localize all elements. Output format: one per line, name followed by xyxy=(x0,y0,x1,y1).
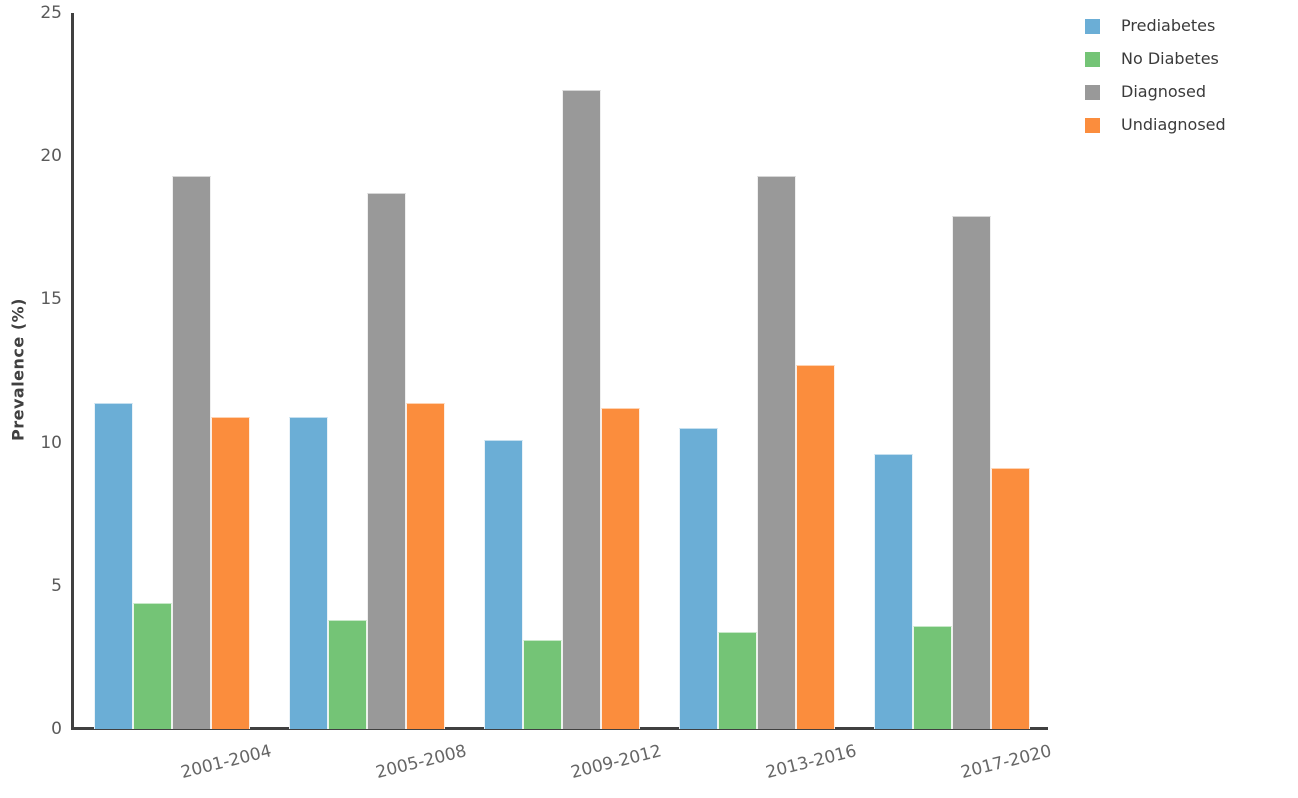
bar-prediabetes-2001-2004 xyxy=(94,402,133,729)
x-tick-label-2009-2012: 2009-2012 xyxy=(568,741,664,784)
bar-no-diabetes-2001-2004 xyxy=(133,602,172,729)
y-tick-label-15: 15 xyxy=(40,289,62,310)
plot-area xyxy=(73,13,1048,729)
bar-diagnosed-2013-2016 xyxy=(757,176,796,729)
legend-label: Undiagnosed xyxy=(1121,115,1226,134)
y-axis-line xyxy=(71,13,74,730)
bar-undiagnosed-2013-2016 xyxy=(796,365,835,729)
legend-swatch-icon xyxy=(1085,117,1100,133)
bar-diagnosed-2005-2008 xyxy=(367,193,406,729)
legend-swatch-icon xyxy=(1085,51,1100,67)
bar-prediabetes-2013-2016 xyxy=(679,428,718,729)
x-tick-label-2005-2008: 2005-2008 xyxy=(373,741,469,784)
y-tick-label-5: 5 xyxy=(51,575,62,596)
bar-undiagnosed-2001-2004 xyxy=(211,416,250,729)
bar-prediabetes-2017-2020 xyxy=(874,454,913,729)
legend-item-undiagnosed[interactable]: Undiagnosed xyxy=(1085,117,1226,133)
y-tick-label-0: 0 xyxy=(51,719,62,739)
y-tick-label-25: 25 xyxy=(40,3,62,23)
bar-prediabetes-2009-2012 xyxy=(484,439,523,729)
legend: Prediabetes No Diabetes Diagnosed Undiagnos… xyxy=(1085,18,1226,150)
bar-diagnosed-2017-2020 xyxy=(952,216,991,729)
x-tick-label-2001-2004: 2001-2004 xyxy=(178,741,274,784)
x-tick-label-2017-2020: 2017-2020 xyxy=(958,741,1054,784)
legend-label: Prediabetes xyxy=(1121,16,1216,35)
y-tick-label-20: 20 xyxy=(40,146,62,167)
legend-item-prediabetes[interactable]: Prediabetes xyxy=(1085,18,1226,34)
legend-item-diagnosed[interactable]: Diagnosed xyxy=(1085,84,1226,100)
bar-no-diabetes-2017-2020 xyxy=(913,625,952,729)
bar-prediabetes-2005-2008 xyxy=(289,416,328,729)
bar-undiagnosed-2009-2012 xyxy=(601,408,640,729)
bar-no-diabetes-2005-2008 xyxy=(328,620,367,729)
bar-undiagnosed-2017-2020 xyxy=(991,468,1030,729)
x-tick-label-2013-2016: 2013-2016 xyxy=(763,741,859,784)
legend-swatch-icon xyxy=(1085,18,1100,34)
y-tick-label-10: 10 xyxy=(40,432,62,453)
bar-undiagnosed-2005-2008 xyxy=(406,402,445,729)
bar-diagnosed-2009-2012 xyxy=(562,90,601,729)
bar-no-diabetes-2013-2016 xyxy=(718,631,757,729)
legend-label: Diagnosed xyxy=(1121,82,1206,101)
legend-item-no-diabetes[interactable]: No Diabetes xyxy=(1085,51,1226,67)
legend-label: No Diabetes xyxy=(1121,49,1219,68)
legend-swatch-icon xyxy=(1085,84,1100,100)
bar-diagnosed-2001-2004 xyxy=(172,176,211,729)
bar-no-diabetes-2009-2012 xyxy=(523,640,562,729)
